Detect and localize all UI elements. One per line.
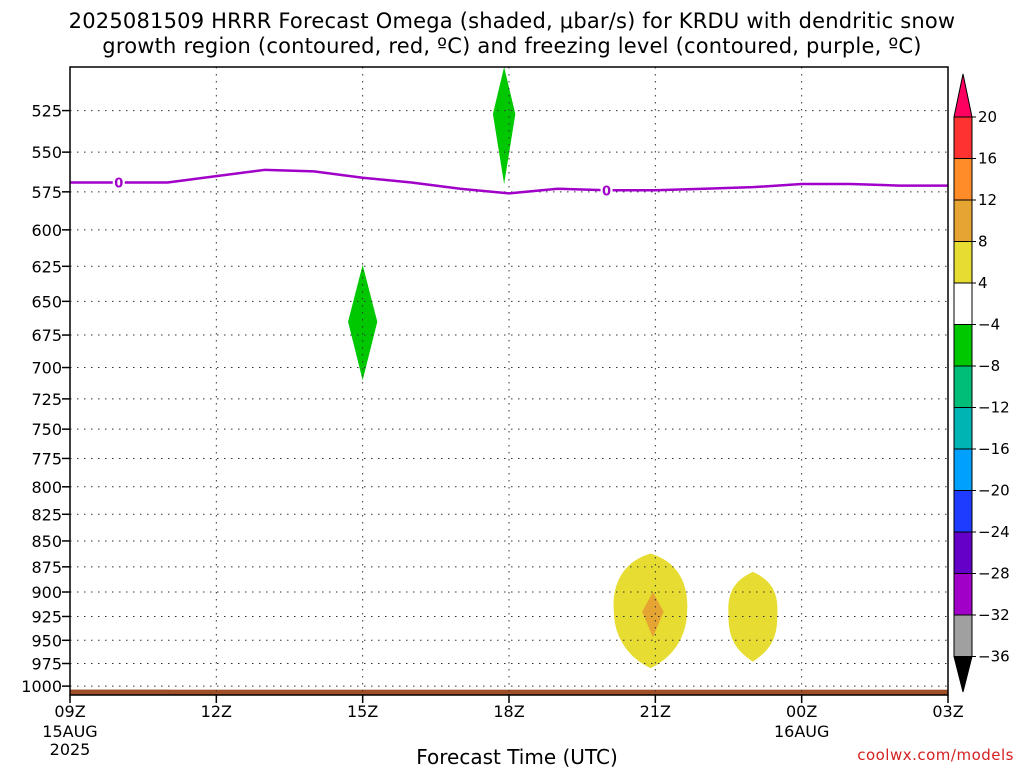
omega-region-3	[642, 592, 664, 638]
grid-layer	[70, 67, 948, 695]
x-tick-label: 00Z	[786, 702, 817, 721]
colorbar-label: −8	[978, 357, 1000, 375]
y-tick-label: 975	[31, 654, 62, 673]
colorbar-block	[953, 324, 973, 367]
contour-layer: 00	[70, 168, 948, 199]
axis-ticks-layer: 525 550 575 600 625 650 675 700 725 750 775 800 825 8…	[21, 102, 963, 759]
y-tick-label: 875	[31, 558, 62, 577]
colorbar-label: −12	[978, 399, 1010, 417]
colorbar-label: 8	[978, 233, 988, 251]
y-tick-label: 575	[31, 183, 62, 202]
freezing-label-bg	[600, 182, 613, 199]
colorbar-label: −16	[978, 440, 1010, 458]
y-tick-label: 825	[31, 505, 62, 524]
chart-title-line2: growth region (contoured, red, ºC) and f…	[102, 34, 922, 58]
x-tick-label: 09Z	[54, 702, 85, 721]
freezing-level-label: 0	[602, 184, 611, 199]
x-axis-title: Forecast Time (UTC)	[416, 745, 618, 769]
x-tick-year: 2025	[50, 740, 91, 759]
colorbar-bottom-arrow	[953, 656, 973, 693]
colorbar-top-arrow	[953, 73, 973, 118]
colorbar-block	[953, 448, 973, 491]
y-tick-label: 750	[31, 420, 62, 439]
colorbar-block	[953, 573, 973, 616]
colorbar-label: 16	[978, 150, 997, 168]
colorbar-label: −32	[978, 606, 1010, 624]
omega-region-0	[492, 67, 516, 185]
plot-frame	[69, 66, 949, 696]
colorbar-label: 20	[978, 108, 997, 126]
plot-fill-layer	[70, 67, 948, 695]
y-tick-label: 625	[31, 257, 62, 276]
colorbar-block	[953, 407, 973, 450]
terrain-band	[70, 689, 948, 695]
colorbar-block	[953, 531, 973, 574]
omega-region-1	[348, 264, 378, 381]
colorbar-block	[953, 199, 973, 242]
colorbar-block	[953, 365, 973, 408]
freezing-label-bg	[112, 174, 125, 191]
y-tick-label: 525	[31, 102, 62, 121]
y-tick-label: 550	[31, 143, 62, 162]
x-tick-label: 12Z	[201, 702, 232, 721]
x-tick-label: 15Z	[347, 702, 378, 721]
colorbar-label: −28	[978, 565, 1010, 583]
x-tick-label: 03Z	[932, 702, 963, 721]
colorbar-block	[953, 158, 973, 201]
terrain-bump	[70, 689, 192, 692]
y-tick-label: 800	[31, 478, 62, 497]
x-tick-date: 16AUG	[774, 722, 829, 741]
colorbar-label: 4	[978, 274, 988, 292]
colorbar-label: −24	[978, 523, 1010, 541]
y-tick-label: 650	[31, 292, 62, 311]
x-tick-label: 21Z	[640, 702, 671, 721]
y-tick-label: 600	[31, 221, 62, 240]
freezing-level-line	[70, 168, 948, 195]
y-tick-label: 950	[31, 631, 62, 650]
y-tick-label: 1000	[21, 677, 62, 696]
colorbar: 20 16 12 8 4 −4 −8 −12 −16 −20 −24 −28 −32 −36	[953, 73, 1010, 693]
colorbar-label: 12	[978, 191, 997, 209]
freezing-level-label: 0	[114, 176, 123, 191]
colorbar-label: −4	[978, 316, 1000, 334]
chart-title-line1: 2025081509 HRRR Forecast Omega (shaded, …	[68, 9, 956, 33]
colorbar-label: −36	[978, 648, 1010, 666]
x-tick-label: 18Z	[493, 702, 524, 721]
colorbar-block	[953, 116, 973, 159]
y-tick-label: 775	[31, 449, 62, 468]
y-tick-label: 675	[31, 326, 62, 345]
colorbar-block	[953, 241, 973, 284]
colorbar-block	[953, 490, 973, 533]
y-tick-label: 900	[31, 583, 62, 602]
y-tick-label: 925	[31, 607, 62, 626]
colorbar-block	[953, 614, 973, 657]
colorbar-label: −20	[978, 482, 1010, 500]
y-tick-label: 850	[31, 532, 62, 551]
y-tick-label: 725	[31, 390, 62, 409]
omega-region-4	[728, 571, 778, 662]
colorbar-block	[953, 282, 973, 325]
y-tick-label: 700	[31, 359, 62, 378]
x-tick-date: 15AUG	[42, 722, 97, 741]
credit-text[interactable]: coolwx.com/models	[857, 746, 1014, 764]
